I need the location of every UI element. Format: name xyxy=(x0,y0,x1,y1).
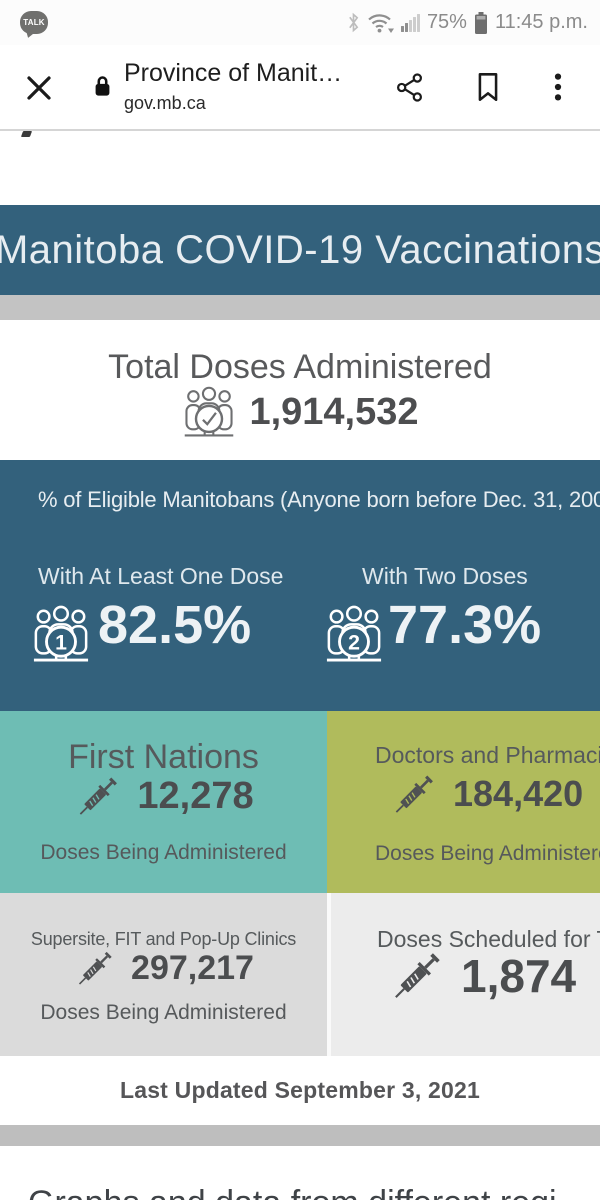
last-updated-text: Last Updated September 3, 2021 xyxy=(119,1077,481,1103)
two-doses-label: With Two Doses xyxy=(362,563,528,589)
dashboard-banner: Manitoba COVID-19 Vaccinations xyxy=(0,205,600,295)
first-nations-title: First Nations xyxy=(68,738,259,776)
total-doses-heading: Total Doses Administered xyxy=(108,348,492,386)
webpage-viewport[interactable]: Manitoba COVID-19 Vaccinations Total Dos… xyxy=(0,131,600,1200)
first-nations-caption: Doses Being Administered xyxy=(40,841,287,864)
page-gutter xyxy=(0,1125,600,1146)
overflow-menu-button[interactable] xyxy=(554,72,562,105)
people-group-two-doses-icon: 2 xyxy=(326,605,382,662)
supersites-title: Supersite, FIT and Pop-Up Clinics xyxy=(30,929,297,949)
browser-toolbar: Province of Manit… gov.mb.ca xyxy=(0,45,600,131)
supersites-caption: Doses Being Administered xyxy=(40,1001,287,1024)
people-group-one-dose-icon: 1 xyxy=(33,605,89,662)
lock-icon xyxy=(95,76,110,96)
dose-number-badge: 2 xyxy=(348,630,360,654)
doctors-value: 184,420 xyxy=(453,773,584,814)
next-section-partial: Graphs and data from different regi xyxy=(0,1146,600,1200)
scheduled-value: 1,874 xyxy=(461,950,577,1002)
syringe-icon xyxy=(395,953,440,998)
doctors-title: Doctors and Pharmacies xyxy=(375,742,600,768)
site-info[interactable]: Province of Manit… gov.mb.ca xyxy=(124,59,374,114)
dose-number-badge: 1 xyxy=(55,630,67,654)
share-button[interactable] xyxy=(396,73,423,105)
scheduled-title: Doses Scheduled for Today xyxy=(377,926,600,952)
supersites-tile: Supersite, FIT and Pop-Up Clinics 297,21… xyxy=(0,893,327,1056)
page-whitespace xyxy=(0,131,600,205)
scrolled-text-artifact xyxy=(20,131,33,137)
eligible-heading: % of Eligible Manitobans (Anyone born be… xyxy=(38,487,600,512)
one-dose-percent: 82.5% xyxy=(98,595,252,655)
kakaotalk-notification-icon: TALK xyxy=(20,11,48,34)
share-icon xyxy=(397,73,422,102)
doctors-pharmacies-tile: Doctors and Pharmacies 184,420 xyxy=(327,711,600,893)
syringe-icon xyxy=(78,951,112,985)
bluetooth-icon xyxy=(349,12,359,33)
supersites-value: 297,217 xyxy=(131,949,254,987)
syringe-icon xyxy=(80,777,118,815)
first-nations-value: 12,278 xyxy=(137,775,254,817)
bookmark-icon xyxy=(478,73,498,101)
kakaotalk-label: TALK xyxy=(23,18,45,27)
page-gutter xyxy=(0,295,600,320)
people-group-check-icon xyxy=(185,386,234,437)
syringe-icon xyxy=(395,775,433,813)
last-updated-section: Last Updated September 3, 2021 xyxy=(0,1056,600,1125)
status-bar: TALK 75% 11:45 p.m. xyxy=(0,0,600,45)
page-title: Province of Manit… xyxy=(124,59,343,87)
total-doses-value: 1,914,532 xyxy=(249,390,419,433)
eligible-percent-section: % of Eligible Manitobans (Anyone born be… xyxy=(0,460,600,711)
one-dose-label: With At Least One Dose xyxy=(38,563,284,589)
clock-time: 11:45 p.m. xyxy=(494,11,588,33)
scheduled-today-tile: Doses Scheduled for Today 1,874 xyxy=(331,893,600,1056)
two-doses-percent: 77.3% xyxy=(388,595,542,655)
page-url: gov.mb.ca xyxy=(124,93,206,113)
total-doses-section: Total Doses Administered 1,914,532 xyxy=(0,320,600,460)
kebab-menu-icon xyxy=(554,73,562,101)
battery-icon xyxy=(474,11,487,34)
bookmark-button[interactable] xyxy=(476,72,500,105)
tile-divider xyxy=(327,893,331,1056)
close-tab-button[interactable] xyxy=(24,73,54,106)
signal-strength-icon xyxy=(400,13,420,32)
next-section-heading: Graphs and data from different regi xyxy=(28,1184,557,1200)
doctors-caption: Doses Being Administered xyxy=(375,842,600,865)
close-icon xyxy=(27,76,51,100)
dashboard-title: Manitoba COVID-19 Vaccinations xyxy=(0,227,600,272)
battery-percent: 75% xyxy=(426,11,467,33)
first-nations-tile: First Nations 12,278 Doses B xyxy=(0,711,327,893)
wifi-icon xyxy=(368,13,394,33)
